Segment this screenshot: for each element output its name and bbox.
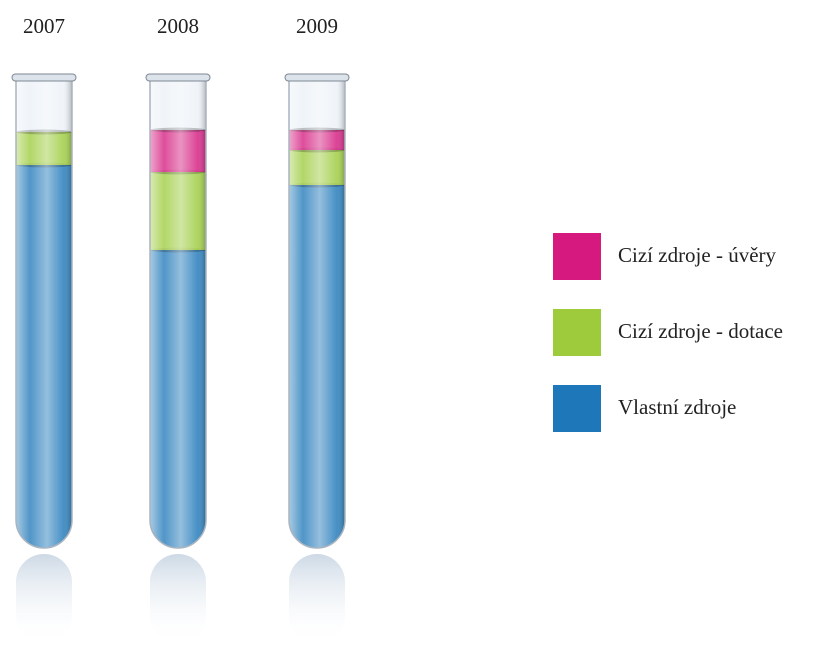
tube-reflection	[289, 554, 345, 644]
legend-label: Cizí zdroje - úvěry	[618, 243, 777, 267]
legend-label: Cizí zdroje - dotace	[618, 319, 783, 343]
tube	[16, 78, 72, 548]
tube-shine	[150, 78, 206, 548]
tube-reflection	[150, 554, 206, 644]
tube-outline	[288, 77, 346, 549]
tube-reflection	[16, 554, 72, 644]
tube-outline	[149, 77, 207, 549]
tube-shine	[289, 78, 345, 548]
tube	[289, 78, 345, 548]
tube-outline	[15, 77, 73, 549]
tube	[150, 78, 206, 548]
x-tick-label: 2007	[23, 14, 65, 38]
tube-shine	[16, 78, 72, 548]
tube-rim	[284, 73, 350, 82]
legend-swatch	[553, 385, 601, 432]
legend-label: Vlastní zdroje	[618, 395, 736, 419]
x-tick-label: 2009	[296, 14, 338, 38]
legend-swatch	[553, 309, 601, 356]
tube-rim	[145, 73, 211, 82]
x-tick-label: 2008	[157, 14, 199, 38]
tube-rim	[11, 73, 77, 82]
legend-swatch	[553, 233, 601, 280]
